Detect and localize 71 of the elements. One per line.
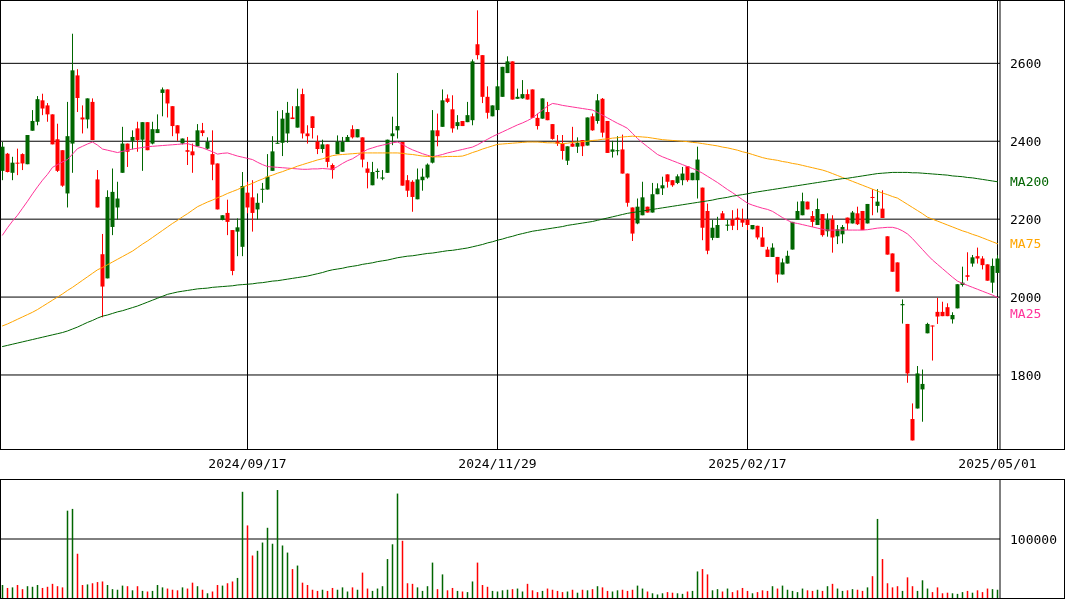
candlestick — [140, 121, 145, 172]
candlestick — [965, 251, 970, 282]
series-label: MA25 — [1010, 305, 1042, 321]
candlestick — [570, 126, 575, 148]
candlestick — [310, 115, 315, 140]
candlestick — [475, 9, 480, 60]
candlestick — [715, 216, 720, 239]
candlestick — [315, 134, 320, 155]
series-label: MA200 — [1010, 174, 1050, 190]
candlestick — [160, 86, 165, 117]
candlestick — [325, 143, 330, 168]
candlestick — [250, 179, 255, 233]
candlestick — [270, 135, 275, 172]
candlestick — [80, 104, 85, 134]
candlestick — [880, 189, 885, 219]
candlestick — [45, 102, 50, 123]
candlestick — [450, 94, 455, 134]
line-series — [2, 102, 998, 298]
y-tick-label: 2200 — [1010, 211, 1042, 227]
x-tick-label: 2024/09/17 — [208, 456, 287, 471]
candlestick — [435, 113, 440, 147]
candlestick — [650, 182, 655, 214]
candlestick — [395, 72, 400, 140]
candlestick — [295, 88, 300, 129]
candlestick — [410, 179, 415, 213]
candlestick — [920, 369, 925, 423]
y-tick-label: 100000 — [1010, 531, 1057, 547]
candlestick — [520, 79, 525, 100]
candlestick — [595, 93, 600, 125]
candlestick — [815, 198, 820, 226]
candlestick — [75, 68, 80, 113]
candlestick — [10, 156, 15, 181]
candlestick — [485, 85, 490, 120]
candlestick — [190, 143, 195, 174]
candlestick — [15, 148, 20, 176]
candlestick — [910, 402, 915, 441]
y-tick-label: 1800 — [1010, 367, 1042, 383]
y-tick-label: 2000 — [1010, 289, 1042, 305]
candlestick — [85, 97, 90, 129]
candlestick — [390, 116, 395, 146]
y-tick-label: 2600 — [1010, 55, 1042, 71]
candlestick — [135, 121, 140, 153]
x-tick-label: 2025/05/01 — [958, 456, 1037, 471]
x-tick-label: 2025/02/17 — [708, 456, 787, 471]
x-tick-label: 2024/11/29 — [458, 456, 537, 471]
candlestick — [305, 124, 310, 145]
candlestick — [680, 166, 685, 186]
candlestick — [265, 153, 270, 191]
y-tick-label: 2400 — [1010, 133, 1042, 149]
candlestick — [225, 199, 230, 236]
candlestick — [165, 88, 170, 118]
candlestick — [275, 110, 280, 145]
candlestick — [360, 136, 365, 168]
candlestick — [820, 213, 825, 238]
candlestick — [870, 188, 875, 216]
series-label: MA75 — [1010, 236, 1042, 252]
candlestick — [365, 161, 370, 189]
candlestick — [255, 192, 260, 221]
candlestick — [775, 256, 780, 284]
candlestick — [560, 134, 565, 161]
candlestick — [285, 101, 290, 144]
line-series — [2, 135, 998, 327]
candlestick — [730, 209, 735, 231]
candlestick — [565, 145, 570, 166]
candlestick — [760, 226, 765, 248]
candlestick — [615, 135, 620, 156]
line-series — [2, 171, 998, 348]
candlestick — [875, 188, 880, 214]
candlestick — [660, 176, 665, 196]
candlestick — [930, 325, 935, 362]
candlestick — [130, 129, 135, 150]
